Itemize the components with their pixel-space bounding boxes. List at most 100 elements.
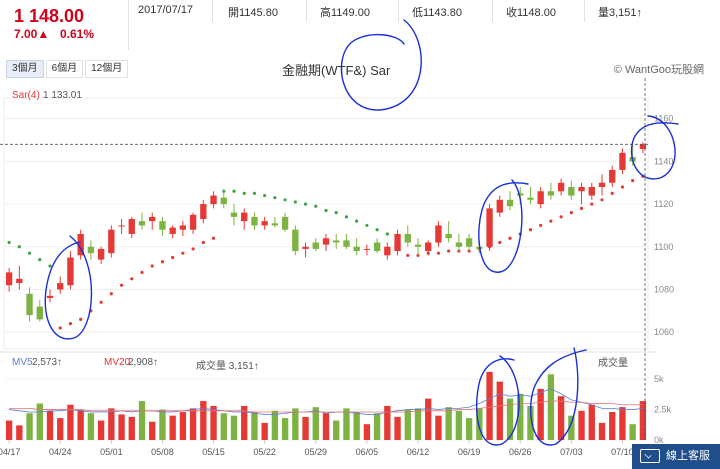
- volume-legend: 成交量 3,151↑: [196, 361, 259, 372]
- volume-bar: [16, 425, 23, 440]
- candle-body: [281, 216, 289, 230]
- sar-point: [17, 245, 21, 249]
- volume-bar: [435, 415, 442, 440]
- volume-bar: [353, 412, 360, 440]
- x-tick-label: 05/29: [305, 447, 328, 457]
- candle-body: [373, 242, 381, 252]
- candle-body: [547, 191, 555, 196]
- volume-bar: [557, 396, 565, 440]
- mv5-legend-label: MV5: [12, 357, 33, 368]
- volume-bar: [200, 401, 207, 440]
- tab-3-months[interactable]: 3個月: [6, 60, 44, 78]
- sar-point: [355, 219, 359, 223]
- volume-bar: [343, 408, 350, 440]
- x-tick-label: 05/01: [100, 447, 123, 457]
- sar-point: [242, 191, 246, 196]
- volume-bar: [159, 409, 166, 440]
- quote-high: 高1149.00: [320, 7, 370, 19]
- candle-body: [486, 208, 493, 247]
- candle-body: [619, 152, 626, 170]
- volume-panel-title: 成交量: [598, 358, 628, 369]
- mv20-line: [9, 400, 643, 413]
- sar-point: [365, 223, 369, 228]
- customer-service-button[interactable]: 線上客服: [632, 444, 720, 469]
- sar-point: [324, 208, 328, 213]
- volume-bar: [302, 416, 309, 440]
- annotation-circle: [44, 235, 93, 340]
- candle-body: [384, 246, 391, 256]
- annotation-circle: [478, 179, 529, 273]
- candle-body: [537, 191, 544, 205]
- volume-bar: [363, 424, 371, 440]
- x-tick-label: 05/22: [253, 447, 276, 457]
- volume-bar: [189, 408, 197, 440]
- volume-bar: [517, 393, 524, 440]
- quote-volume: 量3,151↑: [598, 7, 643, 19]
- candle-body: [46, 295, 54, 299]
- candle-body: [414, 244, 422, 247]
- volume-tick-label: 0k: [654, 435, 664, 445]
- x-tick-label: 05/15: [202, 447, 225, 457]
- price-tick-label: 1160: [654, 114, 673, 124]
- quote-divider: [584, 0, 585, 22]
- candle-body: [435, 225, 442, 243]
- sar-point: [283, 198, 287, 202]
- volume-bar: [486, 371, 493, 440]
- volume-bar: [609, 412, 616, 440]
- volume-bar: [445, 407, 452, 440]
- volume-bar: [619, 407, 626, 440]
- volume-bar: [26, 413, 33, 440]
- sar-point: [600, 198, 604, 202]
- annotation-circle: [475, 355, 520, 446]
- quote-header: 1 148.00 7.00▲ 0.61% 2017/07/17 開1145.80…: [0, 0, 720, 50]
- sar-point: [119, 283, 124, 287]
- quote-divider: [492, 0, 493, 22]
- volume-bar: [261, 422, 268, 440]
- candle-body: [210, 195, 217, 205]
- volume-bar: [57, 418, 64, 440]
- candle-body: [57, 283, 64, 290]
- sar-point: [201, 240, 205, 245]
- price-panel-frame: [3, 97, 649, 350]
- candle-body: [87, 246, 95, 254]
- price-tick-label: 1120: [654, 199, 673, 209]
- candle-body: [251, 216, 258, 226]
- volume-bar: [476, 408, 483, 440]
- volume-bar: [547, 374, 555, 440]
- sar-point: [48, 264, 52, 268]
- candle-body: [343, 240, 350, 247]
- sar-point: [447, 249, 451, 253]
- customer-service-label: 線上客服: [666, 450, 710, 462]
- sar-point: [140, 270, 144, 275]
- candle-body: [527, 197, 534, 200]
- mv20-legend-label: MV20: [104, 357, 131, 368]
- candle-body: [568, 187, 575, 196]
- volume-bar: [292, 408, 299, 440]
- sar-point: [293, 200, 297, 204]
- candle-body: [506, 199, 514, 207]
- volume-bar: [537, 388, 544, 440]
- period-tabs: 3個月 6個月 12個月: [6, 58, 130, 78]
- sar-point: [631, 178, 635, 183]
- price-tick-label: 1060: [654, 327, 674, 337]
- candle-body: [36, 306, 43, 320]
- candle-body: [261, 221, 268, 226]
- volume-bar: [210, 405, 217, 440]
- sar-point: [314, 204, 318, 208]
- volume-bar: [271, 410, 279, 440]
- volume-bar: [149, 421, 156, 440]
- sar-point: [273, 196, 277, 200]
- candle-body: [588, 187, 595, 196]
- candle-body: [455, 242, 463, 247]
- tab-12-months[interactable]: 12個月: [85, 60, 129, 78]
- volume-bar: [281, 418, 289, 440]
- brand-watermark: © WantGoo玩股網: [613, 64, 704, 76]
- volume-bar: [465, 418, 473, 440]
- candle-body: [118, 225, 125, 227]
- candle-body: [5, 272, 13, 286]
- x-tick-label: 04/17: [0, 447, 20, 457]
- volume-bar: [588, 404, 595, 440]
- sar-point: [549, 219, 553, 223]
- chart-title: 金融期(WTF&) Sar: [282, 63, 391, 78]
- tab-6-months[interactable]: 6個月: [45, 60, 84, 78]
